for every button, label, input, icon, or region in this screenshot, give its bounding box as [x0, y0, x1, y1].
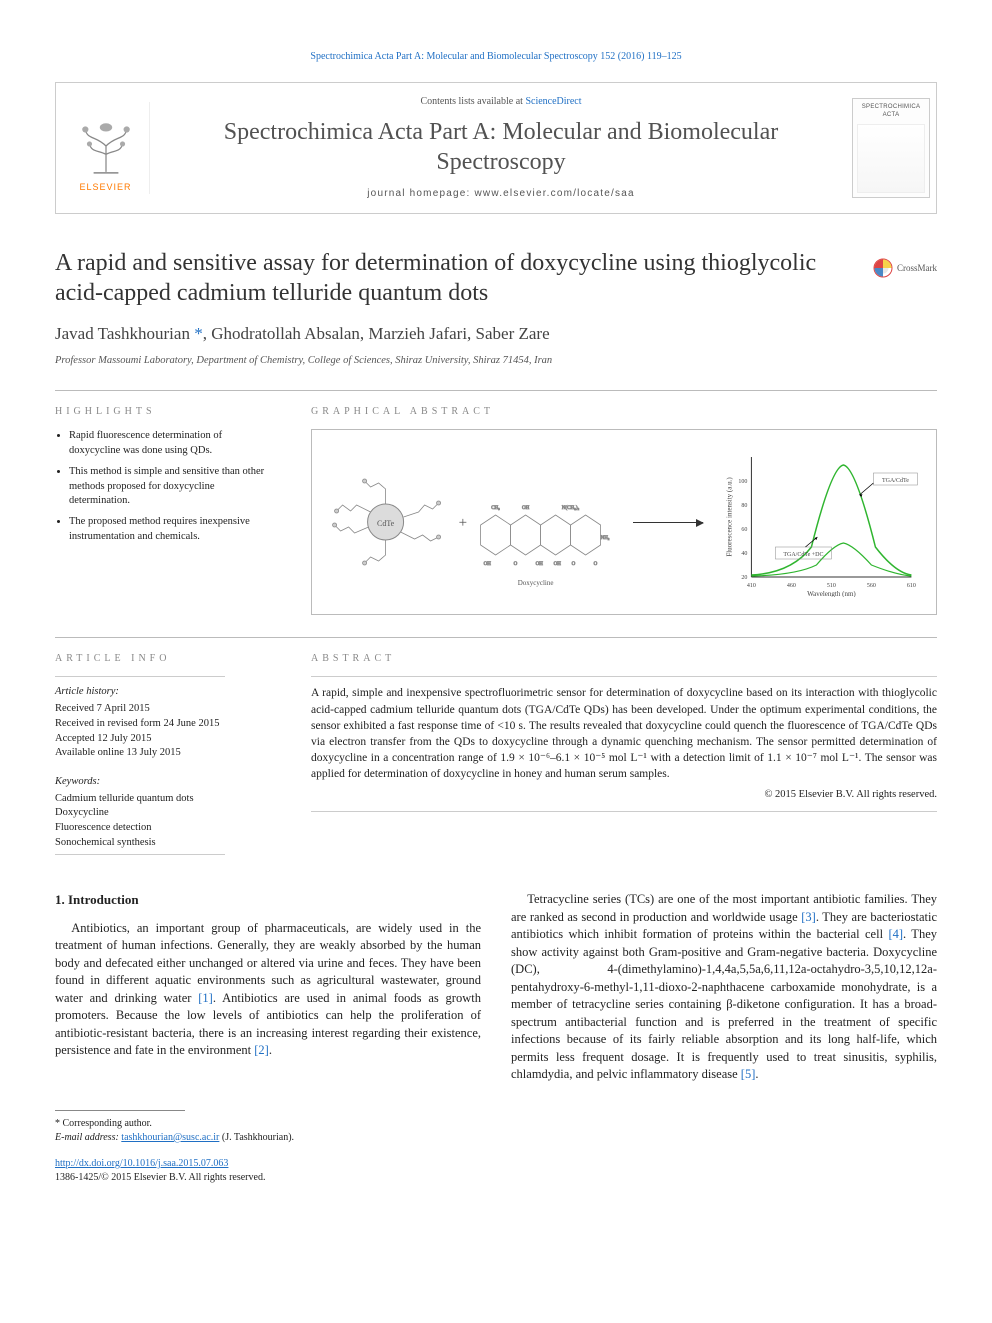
email-after: (J. Tashkhourian).	[219, 1132, 294, 1143]
contents-prefix: Contents lists available at	[420, 96, 525, 107]
svg-text:OH: OH	[522, 506, 530, 511]
reaction-arrow-icon	[633, 522, 703, 523]
svg-text:OH: OH	[484, 562, 492, 567]
svg-text:Wavelength (nm): Wavelength (nm)	[807, 590, 856, 597]
paragraph: Antibiotics, an important group of pharm…	[55, 920, 481, 1060]
elsevier-tree-icon	[75, 115, 137, 177]
svg-text:Fluorescence intensity (a.u.): Fluorescence intensity (a.u.)	[726, 477, 734, 557]
svg-text:60: 60	[742, 527, 748, 533]
svg-text:460: 460	[787, 583, 796, 589]
history-item: Received 7 April 2015	[55, 702, 275, 717]
svg-text:O: O	[572, 562, 576, 567]
graphical-abstract: CdTe +	[311, 429, 937, 615]
svg-text:410: 410	[747, 583, 756, 589]
journal-name: Spectrochimica Acta Part A: Molecular an…	[172, 117, 830, 177]
highlights-head: HIGHLIGHTS	[55, 405, 275, 419]
citation-link[interactable]: [1]	[198, 991, 213, 1005]
email-label: E-mail address:	[55, 1132, 121, 1143]
journal-cover-thumb: SPECTROCHIMICA ACTA	[852, 98, 930, 198]
list-item: Rapid fluorescence determination of doxy…	[69, 429, 275, 458]
cdte-label: CdTe	[377, 519, 395, 528]
cover-title: SPECTROCHIMICA ACTA	[857, 103, 925, 120]
abstract-head: ABSTRACT	[311, 652, 937, 666]
abstract-text: A rapid, simple and inexpensive spectrof…	[311, 685, 937, 782]
body-columns: 1. Introduction Antibiotics, an importan…	[55, 891, 937, 1084]
journal-homepage: journal homepage: www.elsevier.com/locat…	[172, 187, 830, 201]
keyword: Doxycycline	[55, 806, 275, 821]
elsevier-wordmark: ELSEVIER	[79, 181, 131, 194]
copyright: © 2015 Elsevier B.V. All rights reserved…	[311, 788, 937, 803]
footer: * Corresponding author. E-mail address: …	[55, 1110, 937, 1185]
history-item: Available online 13 July 2015	[55, 746, 275, 761]
crossmark-badge[interactable]: CrossMark	[873, 248, 937, 288]
citation-link[interactable]: [4]	[888, 927, 903, 941]
keyword: Fluorescence detection	[55, 821, 275, 836]
email-link[interactable]: tashkhourian@susc.ac.ir	[121, 1132, 219, 1143]
svg-text:TGA/CdTe: TGA/CdTe	[882, 478, 909, 484]
corresponding-star: *	[190, 324, 203, 343]
svg-text:N(CH₃)₂: N(CH₃)₂	[562, 506, 580, 511]
issn-line: 1386-1425/© 2015 Elsevier B.V. All right…	[55, 1171, 937, 1185]
svg-text:CH₃: CH₃	[491, 506, 500, 511]
sciencedirect-link[interactable]: ScienceDirect	[525, 96, 581, 107]
paragraph: Tetracycline series (TCs) are one of the…	[511, 891, 937, 1084]
top-citation: Spectrochimica Acta Part A: Molecular an…	[55, 50, 937, 64]
keywords-head: Keywords:	[55, 775, 275, 790]
plus-icon: +	[459, 515, 467, 531]
svg-text:560: 560	[867, 583, 876, 589]
svg-text:100: 100	[739, 479, 748, 485]
contents-line: Contents lists available at ScienceDirec…	[172, 95, 830, 109]
svg-text:OH: OH	[536, 562, 544, 567]
history-item: Accepted 12 July 2015	[55, 732, 275, 747]
graphical-abstract-head: GRAPHICAL ABSTRACT	[311, 405, 937, 419]
author-rest: , Ghodratollah Absalan, Marzieh Jafari, …	[203, 324, 550, 343]
list-item: This method is simple and sensitive than…	[69, 465, 275, 509]
keyword: Sonochemical synthesis	[55, 836, 275, 851]
section-heading: 1. Introduction	[55, 891, 481, 909]
doxycycline-label: Doxycycline	[518, 579, 554, 587]
list-item: The proposed method requires inexpensive…	[69, 515, 275, 544]
citation-link[interactable]: [3]	[801, 910, 816, 924]
author-main: Javad Tashkhourian	[55, 324, 190, 343]
svg-text:O: O	[594, 562, 598, 567]
separator	[55, 637, 937, 638]
svg-text:OH: OH	[554, 562, 562, 567]
svg-text:20: 20	[742, 575, 748, 581]
svg-text:80: 80	[742, 503, 748, 509]
svg-text:510: 510	[827, 583, 836, 589]
highlights-list: Rapid fluorescence determination of doxy…	[55, 429, 275, 544]
cover-image-placeholder	[857, 124, 925, 193]
article-title: A rapid and sensitive assay for determin…	[55, 248, 853, 308]
svg-text:TGA/CdTe +DC: TGA/CdTe +DC	[784, 552, 824, 558]
crossmark-icon	[873, 254, 893, 282]
svg-text:610: 610	[907, 583, 916, 589]
history-head: Article history:	[55, 685, 275, 700]
crossmark-label: CrossMark	[897, 262, 937, 275]
ga-fluorescence-chart: 20 40 60 80 100 410 460 510	[711, 447, 932, 597]
citation-link[interactable]: [2]	[254, 1043, 269, 1057]
masthead: ELSEVIER Contents lists available at Sci…	[55, 82, 937, 214]
doi-link[interactable]: http://dx.doi.org/10.1016/j.saa.2015.07.…	[55, 1157, 937, 1171]
citation-link[interactable]: [5]	[741, 1067, 756, 1081]
svg-text:NH₂: NH₂	[601, 536, 610, 541]
svg-text:40: 40	[742, 551, 748, 557]
keyword: Cadmium telluride quantum dots	[55, 792, 275, 807]
affiliation: Professor Massoumi Laboratory, Departmen…	[55, 354, 853, 369]
ga-molecules: CdTe +	[316, 447, 625, 597]
author-list: Javad Tashkhourian *, Ghodratollah Absal…	[55, 322, 853, 346]
separator	[55, 390, 937, 391]
elsevier-logo: ELSEVIER	[62, 102, 150, 194]
corresponding-note: * Corresponding author.	[55, 1117, 937, 1131]
history-item: Received in revised form 24 June 2015	[55, 717, 275, 732]
svg-text:O: O	[514, 562, 518, 567]
article-info-head: ARTICLE INFO	[55, 652, 275, 666]
